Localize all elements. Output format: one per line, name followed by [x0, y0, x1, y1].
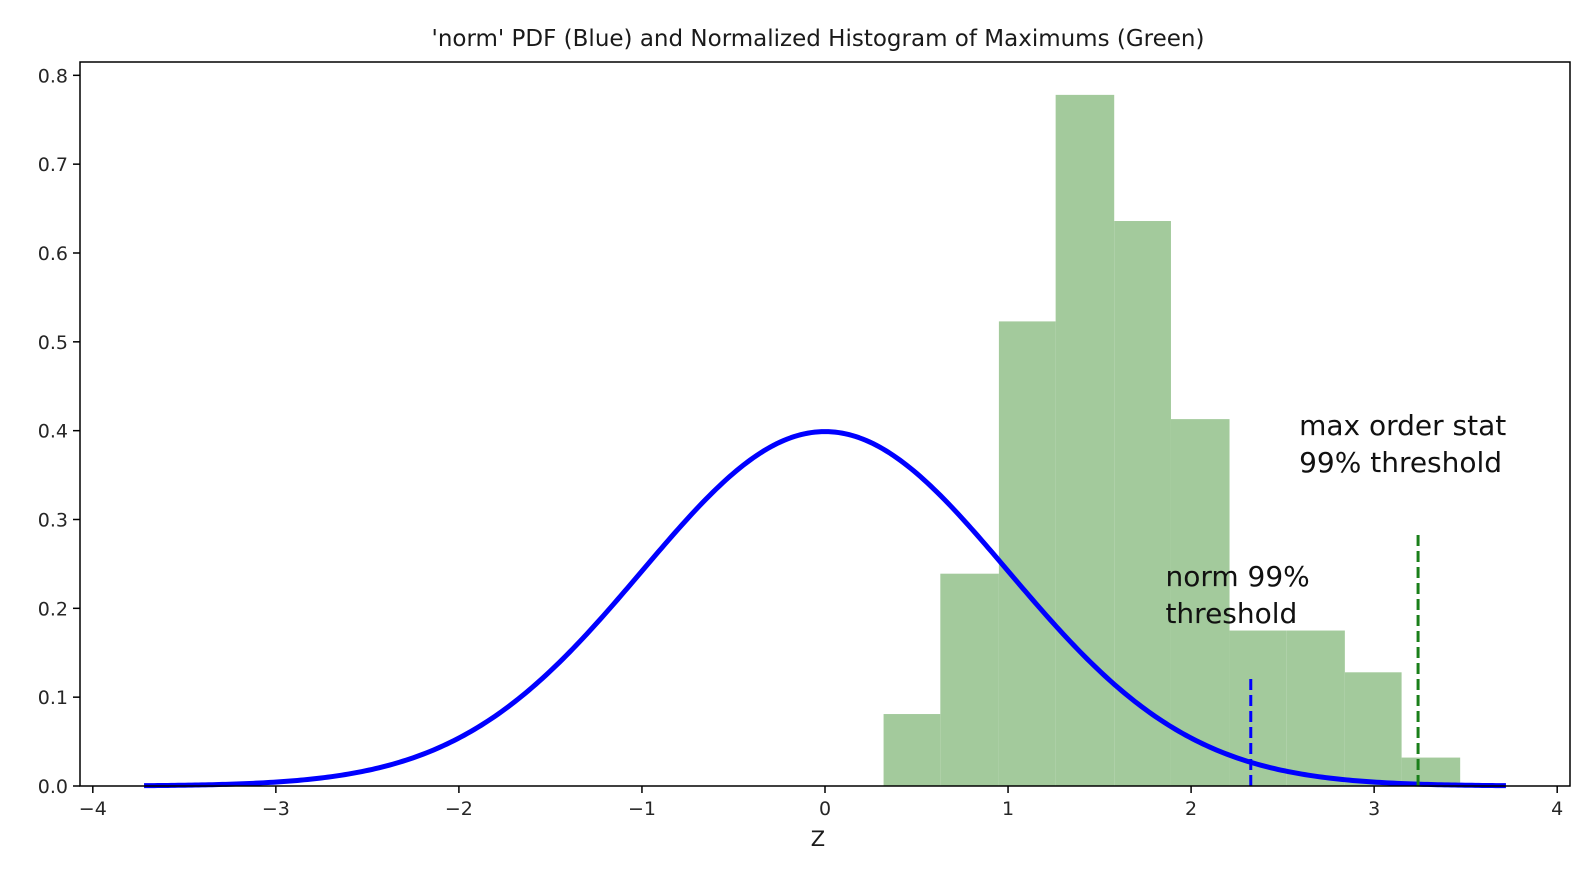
y-tick-label: 0.4 [38, 421, 68, 443]
histogram-bar [1055, 94, 1115, 786]
histogram-bar [1344, 672, 1402, 786]
x-tick-label: 1 [1002, 798, 1014, 820]
histogram-bar [998, 321, 1056, 786]
y-tick-label: 0.3 [38, 509, 68, 531]
histogram-bar [1170, 419, 1230, 786]
x-tick-label: −4 [79, 798, 107, 820]
annotation-line: threshold [1165, 597, 1297, 630]
pdf-curve [144, 429, 1506, 789]
histogram-bar [883, 714, 941, 786]
x-tick-label: 0 [819, 798, 831, 820]
max-order-threshold-annotation: max order stat 99% threshold [1299, 409, 1506, 479]
histogram-bar [1286, 630, 1345, 786]
y-tick-label: 0.1 [38, 687, 68, 709]
histogram-bar [940, 573, 999, 786]
y-tick-label: 0.2 [38, 598, 68, 620]
histogram-bar [1401, 757, 1461, 786]
annotation-line: max order stat [1299, 409, 1506, 442]
histogram-bar [1114, 221, 1171, 787]
x-tick-label: 3 [1368, 798, 1380, 820]
norm-threshold-annotation: norm 99% threshold [1165, 560, 1309, 630]
annotation-line: norm 99% [1165, 560, 1309, 593]
x-tick-label: −1 [628, 798, 656, 820]
x-tick-label: 4 [1551, 798, 1563, 820]
x-tick-label: −3 [262, 798, 290, 820]
chart-title: 'norm' PDF (Blue) and Normalized Histogr… [432, 26, 1205, 52]
y-tick-label: 0.7 [38, 154, 68, 176]
plot-area: norm 99% threshold max order stat 99% thres… [38, 61, 1571, 820]
y-tick-label: 0.5 [38, 332, 68, 354]
y-tick-label: 0.0 [38, 776, 68, 798]
x-tick-label: −2 [445, 798, 473, 820]
x-tick-label: 2 [1185, 798, 1197, 820]
y-tick-label: 0.6 [38, 243, 68, 265]
x-axis-label: Z [811, 827, 825, 851]
y-tick-label: 0.8 [38, 65, 68, 87]
annotation-line: 99% threshold [1299, 446, 1502, 479]
